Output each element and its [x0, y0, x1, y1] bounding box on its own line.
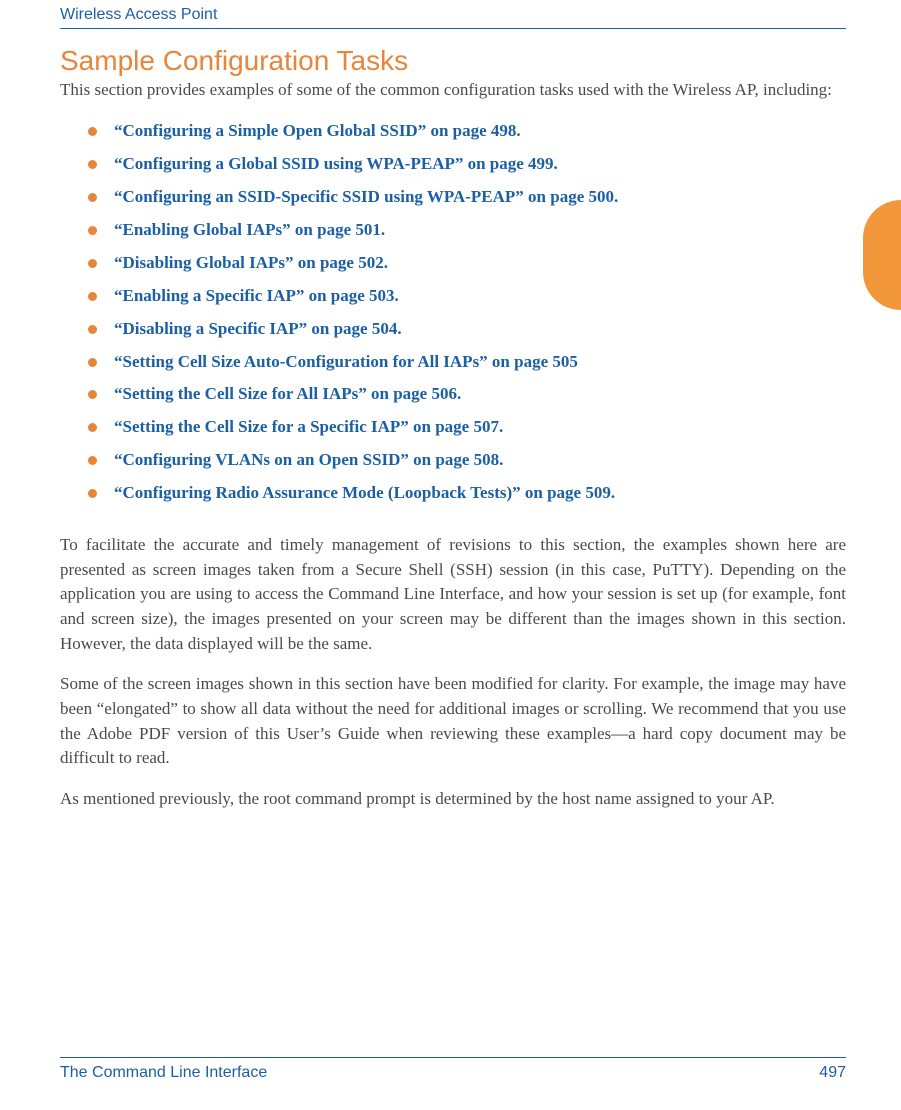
section-title: Sample Configuration Tasks	[60, 45, 846, 77]
list-item: “Enabling Global IAPs” on page 501.	[60, 219, 846, 242]
list-item: “Setting Cell Size Auto-Configuration fo…	[60, 351, 846, 374]
body-paragraph-1: To facilitate the accurate and timely ma…	[60, 533, 846, 656]
header-title: Wireless Access Point	[60, 6, 217, 23]
list-item: “Configuring Radio Assurance Mode (Loopb…	[60, 482, 846, 505]
link-text[interactable]: “Configuring a Simple Open Global SSID” …	[114, 121, 521, 140]
list-item: “Configuring a Global SSID using WPA-PEA…	[60, 153, 846, 176]
link-text[interactable]: “Configuring VLANs on an Open SSID” on p…	[114, 450, 503, 469]
list-item: “Enabling a Specific IAP” on page 503.	[60, 285, 846, 308]
link-text[interactable]: “Setting the Cell Size for a Specific IA…	[114, 417, 503, 436]
page-footer: The Command Line Interface 497	[60, 1057, 846, 1082]
list-item: “Configuring an SSID-Specific SSID using…	[60, 186, 846, 209]
link-text[interactable]: “Configuring a Global SSID using WPA-PEA…	[114, 154, 558, 173]
intro-paragraph: This section provides examples of some o…	[60, 79, 846, 102]
link-text[interactable]: “Enabling Global IAPs” on page 501.	[114, 220, 385, 239]
link-text[interactable]: “Configuring an SSID-Specific SSID using…	[114, 187, 618, 206]
list-item: “Setting the Cell Size for All IAPs” on …	[60, 383, 846, 406]
list-item: “Disabling Global IAPs” on page 502.	[60, 252, 846, 275]
running-header: Wireless Access Point	[60, 0, 846, 29]
link-text[interactable]: “Configuring Radio Assurance Mode (Loopb…	[114, 483, 615, 502]
list-item: “Configuring a Simple Open Global SSID” …	[60, 120, 846, 143]
list-item: “Disabling a Specific IAP” on page 504.	[60, 318, 846, 341]
link-text[interactable]: “Disabling a Specific IAP” on page 504.	[114, 319, 402, 338]
link-text[interactable]: “Enabling a Specific IAP” on page 503.	[114, 286, 399, 305]
body-paragraph-3: As mentioned previously, the root comman…	[60, 787, 846, 812]
link-text[interactable]: “Setting the Cell Size for All IAPs” on …	[114, 384, 461, 403]
footer-page-number: 497	[819, 1064, 846, 1082]
link-text[interactable]: “Setting Cell Size Auto-Configuration fo…	[114, 352, 578, 371]
footer-left: The Command Line Interface	[60, 1064, 267, 1082]
page-container: Wireless Access Point Sample Configurati…	[0, 0, 901, 1110]
link-list: “Configuring a Simple Open Global SSID” …	[60, 120, 846, 505]
list-item: “Setting the Cell Size for a Specific IA…	[60, 416, 846, 439]
list-item: “Configuring VLANs on an Open SSID” on p…	[60, 449, 846, 472]
body-paragraph-2: Some of the screen images shown in this …	[60, 672, 846, 771]
link-text[interactable]: “Disabling Global IAPs” on page 502.	[114, 253, 388, 272]
